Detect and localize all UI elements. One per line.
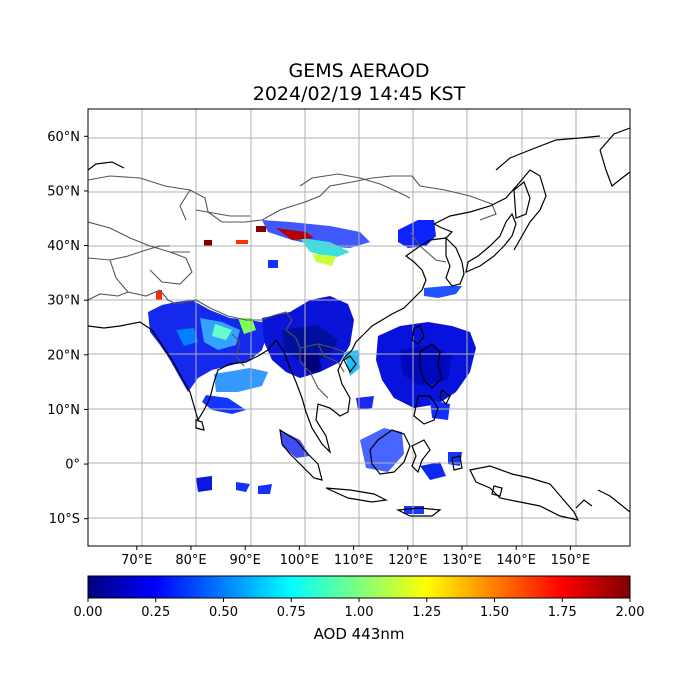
lat-tick-label: 10°S: [49, 512, 80, 527]
aod-region: [300, 238, 350, 258]
lon-tick-label: 70°E: [121, 553, 152, 568]
aod-region: [176, 328, 198, 346]
colorbar-tick-label: 2.00: [616, 605, 645, 620]
aod-region: [430, 400, 450, 420]
aod-region: [212, 324, 232, 340]
colorbar-tick-label: 0.00: [74, 605, 103, 620]
map-title: GEMS AERAOD: [288, 60, 430, 82]
aod-region: [312, 254, 336, 266]
lon-tick-label: 150°E: [551, 553, 591, 568]
map-timestamp: 2024/02/19 14:45 KST: [252, 83, 466, 105]
lon-tick-label: 110°E: [334, 553, 374, 568]
lon-tick-label: 90°E: [230, 553, 261, 568]
map-frame: [87, 108, 631, 547]
aod-region: [148, 300, 268, 392]
colorbar-tick-label: 1.50: [480, 605, 509, 620]
lat-tick-label: 10°N: [47, 403, 80, 418]
lon-tick-label: 120°E: [388, 553, 428, 568]
lat-tick-label: 0°: [65, 458, 80, 473]
aod-region: [236, 482, 250, 492]
aod-region: [196, 476, 212, 492]
lon-tick-label: 130°E: [442, 553, 482, 568]
colorbar-tick-label: 1.00: [345, 605, 374, 620]
lat-tick-label: 20°N: [47, 348, 80, 363]
map-graticule: [88, 109, 630, 546]
lon-tick-label: 140°E: [496, 553, 536, 568]
aod-region: [204, 240, 212, 246]
aod-region: [258, 484, 272, 494]
coastlines: [88, 127, 630, 521]
aod-region: [156, 290, 162, 300]
colorbar-tick-label: 0.25: [141, 605, 170, 620]
aod-region: [280, 430, 310, 458]
lat-tick-label: 60°N: [47, 130, 80, 145]
aod-region: [268, 260, 278, 268]
colorbar-axis: 0.00 0.25 0.50 0.75 1.00 1.25 1.50 1.75 2.00: [74, 598, 645, 620]
aod-region: [424, 286, 462, 298]
lat-tick-label: 40°N: [47, 239, 80, 254]
aod-region: [398, 220, 436, 248]
aod-region: [420, 462, 446, 480]
lon-tick-label: 100°E: [280, 553, 320, 568]
colorbar-tick-label: 0.50: [209, 605, 238, 620]
colorbar-label: AOD 443nm: [314, 625, 405, 643]
colorbar-tick-label: 0.75: [277, 605, 306, 620]
lon-tick-label: 80°E: [175, 553, 206, 568]
aod-region: [256, 226, 266, 232]
aod-region: [214, 368, 268, 392]
aod-region: [282, 325, 338, 362]
colorbar-tick-label: 1.25: [412, 605, 441, 620]
country-borders: [88, 173, 497, 399]
aod-region: [236, 240, 248, 244]
lat-tick-label: 50°N: [47, 184, 80, 199]
aod-region: [344, 350, 360, 376]
longitude-axis: 70°E 80°E 90°E 100°E 110°E 120°E 130°E 140°E 150…: [121, 546, 590, 568]
aod-region: [262, 220, 370, 248]
aod-region: [356, 396, 374, 410]
colorbar-tick-label: 1.75: [548, 605, 577, 620]
lat-tick-label: 30°N: [47, 294, 80, 309]
latitude-axis: 60°N 50°N 40°N 30°N 20°N 10°N 0° 10°S: [47, 130, 88, 527]
colorbar: [87, 575, 631, 599]
aod-region: [404, 506, 424, 514]
